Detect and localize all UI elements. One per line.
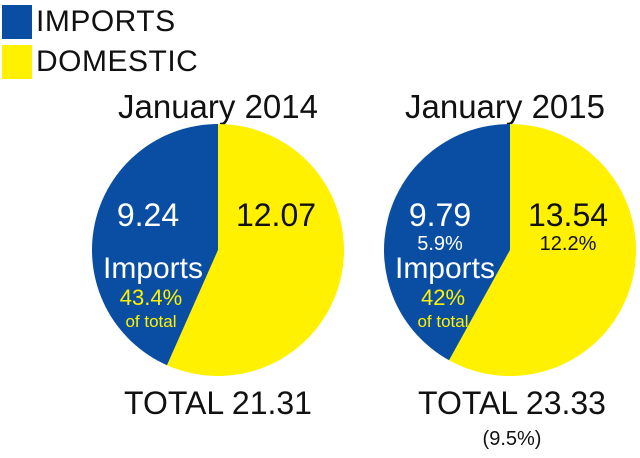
pie-slice-domestic (166, 124, 344, 376)
legend-item-domestic: DOMESTIC (2, 42, 198, 82)
imports-share-caption: of total (417, 312, 468, 331)
domestic-change-label: 12.2% (540, 233, 597, 255)
pie-total-change-label: (9.5%) (483, 428, 542, 450)
imports-value-label: 9.79 (409, 197, 471, 233)
legend: IMPORTS DOMESTIC (2, 2, 198, 82)
imports-change-label: 5.9% (417, 233, 463, 255)
pie-slice-imports (91, 124, 218, 366)
pie-title: January 2014 (118, 88, 318, 125)
legend-label-imports: IMPORTS (36, 5, 176, 38)
imports-share-label: 43.4% (120, 285, 182, 310)
imports-share-caption: of total (125, 312, 176, 331)
imports-value-label: 9.24 (117, 197, 179, 233)
legend-item-imports: IMPORTS (2, 2, 198, 42)
pie-title: January 2015 (405, 88, 605, 125)
imports-share-label: 42% (421, 285, 465, 310)
domestic-value-label: 13.54 (528, 197, 608, 233)
pie-total-label: TOTAL 21.31 (124, 385, 312, 421)
legend-label-domestic: DOMESTIC (36, 45, 199, 78)
imports-caption: Imports (103, 252, 203, 285)
domestic-value-label: 12.07 (236, 197, 316, 233)
pie-slice-domestic (449, 124, 637, 376)
imports-caption: Imports (395, 252, 495, 285)
pie-total-label: TOTAL 23.33 (418, 385, 606, 421)
legend-swatch-domestic (2, 45, 32, 79)
pie-slice-imports (383, 124, 510, 361)
legend-swatch-imports (2, 5, 32, 39)
